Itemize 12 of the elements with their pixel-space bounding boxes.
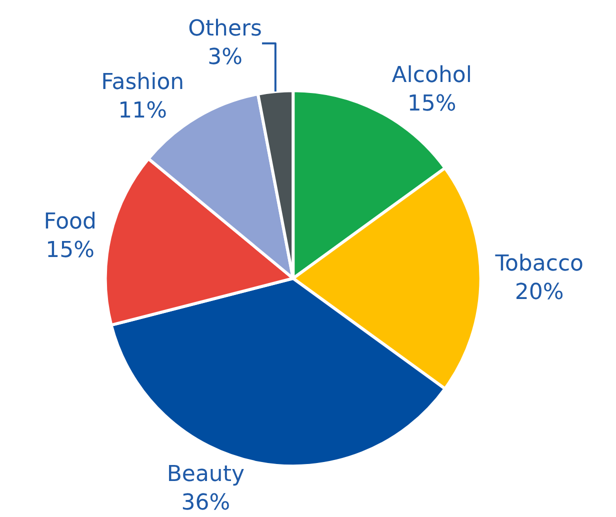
slice-label: Fashion bbox=[101, 70, 184, 96]
slice-label: Alcohol bbox=[392, 63, 472, 88]
data-label: 20% bbox=[514, 280, 564, 306]
slice-label: Beauty bbox=[166, 462, 245, 487]
data-label: 3% bbox=[208, 45, 243, 70]
data-label: 36% bbox=[181, 490, 230, 516]
data-label: 15% bbox=[46, 238, 95, 263]
slice-label: Others bbox=[188, 16, 262, 42]
data-label: 15% bbox=[407, 92, 456, 117]
data-label: 11% bbox=[118, 98, 168, 124]
slice-label: Tobacco bbox=[494, 252, 584, 277]
slice-label: Food bbox=[44, 209, 96, 234]
